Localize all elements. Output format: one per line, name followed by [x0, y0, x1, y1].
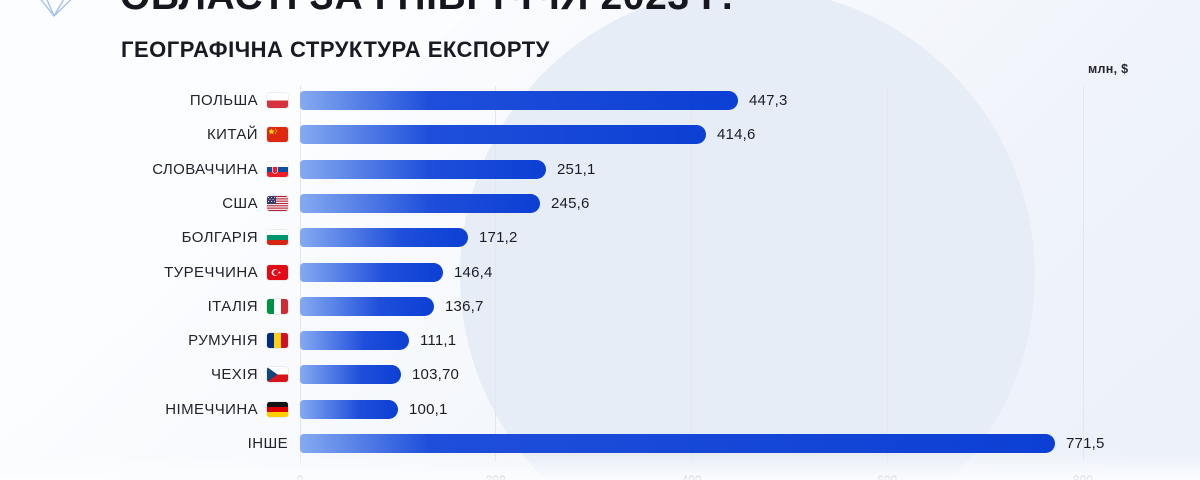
bar-turkey [300, 262, 443, 282]
country-label: ЧЕХІЯ [210, 366, 258, 384]
chart-row: ІТАЛІЯ 136,7 [0, 296, 1200, 316]
country-label: РУМУНІЯ [188, 332, 258, 350]
chart-row: НІМЕЧЧИНА 100,1 [0, 399, 1200, 419]
flag-italy-icon [267, 298, 288, 314]
category-label-group: СЛОВАЧЧИНА [0, 160, 288, 179]
page-title: ОБЛАСТІ ЗА І ПІВРІЧЧЯ 2023 Р. [120, 0, 733, 19]
country-label: СЛОВАЧЧИНА [152, 160, 258, 178]
category-label-group: БОЛГАРІЯ [0, 228, 288, 247]
category-label-group: ТУРЕЧЧИНА [0, 263, 288, 282]
country-label: КИТАЙ [207, 126, 258, 144]
bar-bulgaria [300, 228, 468, 248]
unit-label: млн, $ [1088, 62, 1129, 76]
country-label: БОЛГАРІЯ [181, 229, 258, 247]
category-label-group: ЧЕХІЯ [0, 365, 288, 384]
category-label-group: КИТАЙ [0, 125, 288, 144]
category-label-group: РУМУНІЯ [0, 331, 288, 350]
chart-title: ГЕОГРАФІЧНА СТРУКТУРА ЕКСПОРТУ [121, 37, 550, 62]
country-label: НІМЕЧЧИНА [165, 400, 258, 418]
bar-value-label: 171,2 [479, 229, 518, 247]
flag-czechia-icon [267, 367, 288, 383]
country-label: США [222, 194, 258, 212]
country-label: ІНШЕ [247, 435, 288, 452]
bar-poland [300, 91, 738, 110]
gridline [1082, 86, 1084, 462]
bar-value-label: 146,4 [454, 263, 493, 281]
flag-bulgaria-icon [267, 230, 288, 246]
flag-romania-icon [267, 333, 288, 349]
chart-row: ІНШЕ 771,5 [0, 434, 1200, 453]
chart-row: ПОЛЬША 447,3 [0, 91, 1200, 110]
bar-value-label: 100,1 [409, 400, 448, 418]
flag-germany-icon [267, 401, 288, 417]
flag-slovakia-icon [267, 161, 288, 177]
country-label: ІТАЛІЯ [207, 297, 258, 315]
chart-row: КИТАЙ 414,6 [0, 125, 1200, 145]
bar-value-label: 245,6 [551, 194, 590, 212]
background-circle [460, 0, 1035, 480]
bar-value-label: 771,5 [1066, 435, 1105, 452]
bar-value-label: 136,7 [445, 297, 484, 315]
category-label-group: ПОЛЬША [0, 91, 288, 110]
gridline [691, 86, 692, 462]
chart-row: СЛОВАЧЧИНА 251,1 [0, 159, 1200, 179]
gridline [886, 86, 888, 462]
bar-italy [300, 296, 434, 316]
bar-value-label: 447,3 [749, 92, 788, 109]
logo-icon [40, 0, 72, 17]
bar-germany [300, 399, 398, 419]
flag-turkey-icon [267, 264, 288, 280]
bottom-fade [0, 454, 1200, 480]
category-label-group: ІНШЕ [0, 434, 288, 453]
country-label: ТУРЕЧЧИНА [164, 263, 258, 281]
bar-other [300, 434, 1055, 453]
bar-czechia [300, 365, 401, 385]
chart-row: БОЛГАРІЯ 171,2 [0, 228, 1200, 248]
bar-value-label: 103,70 [412, 366, 460, 384]
bar-value-label: 111,1 [420, 332, 457, 350]
flag-usa-icon [267, 195, 288, 211]
flag-poland-icon [267, 93, 288, 108]
bar-slovakia [300, 159, 546, 179]
category-label-group: НІМЕЧЧИНА [0, 400, 288, 419]
bar-romania [300, 331, 409, 351]
bar-usa [300, 193, 540, 213]
bar-value-label: 251,1 [557, 160, 596, 178]
bar-china [300, 125, 706, 145]
chart-row: РУМУНІЯ 111,1 [0, 331, 1200, 351]
chart-row: ЧЕХІЯ 103,70 [0, 365, 1200, 385]
gridline [495, 86, 497, 462]
flag-china-icon [267, 127, 288, 143]
country-label: ПОЛЬША [189, 92, 258, 109]
chart-row: США 245,6 [0, 193, 1200, 213]
category-label-group: США [0, 194, 288, 213]
bar-value-label: 414,6 [717, 126, 756, 144]
chart-row: ТУРЕЧЧИНА 146,4 [0, 262, 1200, 282]
category-label-group: ІТАЛІЯ [0, 297, 288, 316]
